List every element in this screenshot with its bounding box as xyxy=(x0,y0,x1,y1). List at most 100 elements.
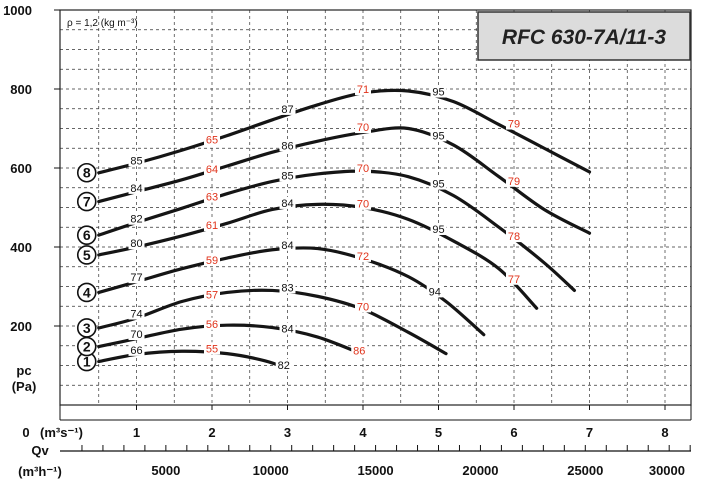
point-label-bg xyxy=(279,102,296,115)
point-label-bg xyxy=(355,121,371,134)
point-label: 63 xyxy=(206,192,218,204)
point-label-bg xyxy=(430,129,447,142)
point-label: 65 xyxy=(206,134,218,146)
qv-scale: 5000 10000 15000 20000 25000 30000 xyxy=(60,445,691,478)
qv-tick-label: 30000 xyxy=(649,463,685,478)
point-label: 61 xyxy=(206,220,218,232)
point-label: 95 xyxy=(432,224,444,236)
x-tick-label: 6 xyxy=(510,425,517,440)
point-label-bg xyxy=(426,285,443,298)
point-label: 78 xyxy=(508,231,520,243)
qv-tick-label: 25000 xyxy=(567,463,603,478)
point-label-bg xyxy=(279,196,296,209)
title-box xyxy=(477,11,691,61)
point-label: 72 xyxy=(357,251,369,263)
point-label: 80 xyxy=(130,238,142,250)
y-tick-label: 400 xyxy=(10,240,32,255)
point-label: 55 xyxy=(206,343,218,355)
point-label-bg xyxy=(204,133,220,146)
point-label: 74 xyxy=(130,309,142,321)
point-label: 83 xyxy=(281,282,293,294)
point-label-bg xyxy=(430,177,447,190)
point-label-bg xyxy=(279,238,296,251)
curve-number-label: 7 xyxy=(83,194,91,210)
point-label: 70 xyxy=(357,199,369,211)
curve-number-label: 5 xyxy=(83,247,91,263)
y-tick-label: 600 xyxy=(10,161,32,176)
x-tick-label: 4 xyxy=(359,425,367,440)
point-label: 84 xyxy=(281,198,293,210)
x2-axis-unit: (m³h⁻¹) xyxy=(18,464,62,479)
point-label-bg xyxy=(128,181,145,194)
x-tick-label: 8 xyxy=(661,425,668,440)
curve-number-marker xyxy=(76,245,97,265)
point-label: 95 xyxy=(432,179,444,191)
point-label-bg xyxy=(204,162,220,175)
point-label-bg xyxy=(506,117,522,130)
point-label: 70 xyxy=(357,301,369,313)
point-label: 57 xyxy=(206,290,218,302)
y-axis-ticks: 1000 800 600 400 200 xyxy=(3,3,60,334)
point-label-bg xyxy=(430,85,447,98)
point-label-bg xyxy=(128,343,145,356)
point-label: 66 xyxy=(130,345,142,357)
point-label-bg xyxy=(204,288,220,301)
y-axis-unit: (Pa) xyxy=(12,379,37,394)
x-axis-origin-label: 0 xyxy=(22,425,29,440)
point-label-bg xyxy=(128,328,145,341)
point-label: 94 xyxy=(429,286,441,298)
point-label: 85 xyxy=(281,170,293,182)
point-label: 77 xyxy=(130,272,142,284)
point-label-bg xyxy=(128,307,145,320)
curve-number-marker xyxy=(76,191,97,212)
point-label: 79 xyxy=(508,119,520,131)
point-label-bg xyxy=(279,281,296,294)
qv-tick-label: 20000 xyxy=(462,463,498,478)
curve-1 xyxy=(97,349,290,371)
qv-tick-label: 5000 xyxy=(151,463,180,478)
curve-3 xyxy=(97,288,448,356)
x-tick-label: 2 xyxy=(208,425,215,440)
point-label-bg xyxy=(279,169,296,182)
y-tick-label: 800 xyxy=(10,82,32,97)
curves xyxy=(97,88,592,371)
point-label: 70 xyxy=(357,122,369,134)
point-label-bg xyxy=(279,322,296,335)
curve-8 xyxy=(97,88,592,175)
x-axis-ticks: 1 2 3 4 5 6 7 8 xyxy=(59,405,692,440)
point-label-bg xyxy=(355,162,371,175)
chart-title: RFC 630-7A/11-3 xyxy=(502,26,666,49)
point-label: 84 xyxy=(281,240,293,252)
point-label: 71 xyxy=(357,84,369,96)
curve-number-marker xyxy=(76,162,97,183)
y-tick-label: 200 xyxy=(10,319,32,334)
point-label-bg xyxy=(128,212,145,225)
point-label-bg xyxy=(506,272,522,285)
point-label: 95 xyxy=(432,87,444,99)
x-tick-label: 7 xyxy=(586,425,593,440)
curve-6 xyxy=(97,169,576,293)
point-label-bg xyxy=(128,271,145,284)
point-label: 70 xyxy=(357,163,369,175)
point-label: 82 xyxy=(130,214,142,226)
point-label-bg xyxy=(128,154,145,167)
density-annotation: ρ = 1,2 (kg m⁻³) xyxy=(67,18,138,29)
point-label-bg xyxy=(204,253,220,266)
x-tick-label: 1 xyxy=(133,425,140,440)
point-label-bg xyxy=(506,230,522,243)
curve-number-marker xyxy=(76,282,97,303)
point-label: 59 xyxy=(206,255,218,267)
point-label-bg xyxy=(355,249,371,262)
point-label: 82 xyxy=(278,360,290,372)
curve-number-label: 2 xyxy=(83,339,91,355)
point-label: 84 xyxy=(281,324,293,336)
curve-number-label: 8 xyxy=(83,165,91,181)
point-label-bg xyxy=(355,197,371,210)
y-axis-label: pc xyxy=(16,363,31,378)
point-label-bg xyxy=(204,317,220,330)
curve-number-label: 4 xyxy=(83,284,91,300)
point-label: 77 xyxy=(508,274,520,286)
point-label: 86 xyxy=(353,346,365,358)
curve-number-label: 1 xyxy=(83,354,91,370)
